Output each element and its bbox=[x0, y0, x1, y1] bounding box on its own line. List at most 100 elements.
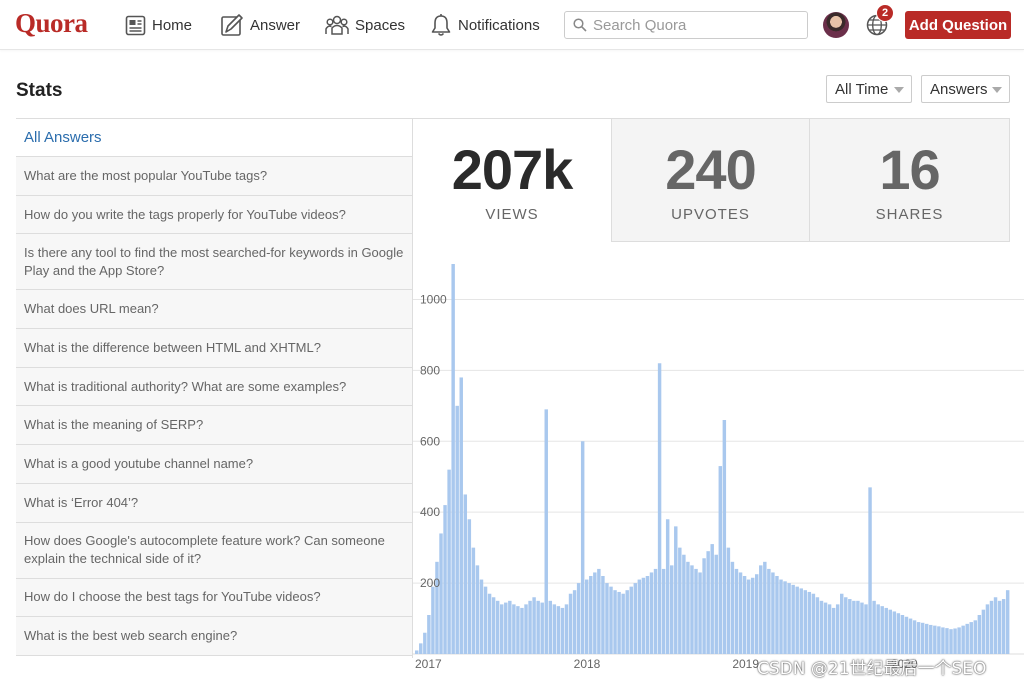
chart-y-tick-label: 1000 bbox=[420, 292, 447, 306]
chart-bar bbox=[884, 607, 888, 654]
chart-bar bbox=[649, 572, 654, 654]
chevron-down-icon bbox=[992, 87, 1002, 93]
chart-bar bbox=[993, 597, 998, 654]
list-item[interactable]: What is the best web search engine? bbox=[16, 617, 412, 656]
shares-stat-tab[interactable]: 16 SHARES bbox=[810, 118, 1010, 242]
list-item[interactable]: What does URL mean? bbox=[16, 290, 412, 330]
nav-spaces[interactable]: Spaces bbox=[325, 12, 405, 38]
chevron-down-icon bbox=[894, 87, 904, 93]
views-chart: 1000 800 600 400 200 2017 2018 2019 2020 bbox=[413, 264, 1024, 671]
chart-y-ticks: 1000 800 600 400 200 bbox=[420, 292, 447, 590]
list-item[interactable]: What is the difference between HTML and … bbox=[16, 329, 412, 368]
upvotes-count: 240 bbox=[665, 138, 756, 201]
list-item[interactable]: What are the most popular YouTube tags? bbox=[16, 157, 412, 196]
chart-x-tick-label: 2019 bbox=[732, 657, 759, 671]
page-title: Stats bbox=[16, 80, 63, 101]
chart-bar bbox=[945, 628, 949, 654]
shares-label: SHARES bbox=[875, 206, 944, 223]
chart-bar bbox=[495, 600, 500, 654]
chart-gridlines bbox=[413, 298, 1024, 655]
list-item[interactable]: How do you write the tags properly for Y… bbox=[16, 195, 412, 235]
chart-y-tick-label: 200 bbox=[420, 576, 440, 590]
chart-y-tick-label: 600 bbox=[420, 434, 440, 448]
chart-bar bbox=[827, 604, 832, 654]
chart-bar bbox=[548, 600, 553, 654]
chart-bar bbox=[564, 604, 569, 654]
chart-bar bbox=[856, 600, 860, 654]
chart-bar bbox=[961, 625, 965, 654]
views-label: VIEWS bbox=[485, 206, 539, 223]
chart-bar bbox=[694, 568, 698, 654]
chart-bar bbox=[576, 583, 581, 654]
chart-bar bbox=[585, 579, 589, 654]
chart-bar bbox=[524, 604, 528, 654]
chart-bar bbox=[755, 574, 759, 654]
shares-count: 16 bbox=[879, 138, 940, 201]
list-item[interactable]: What is the meaning of SERP? bbox=[16, 406, 412, 446]
chart-bar bbox=[746, 579, 751, 654]
chart-bar bbox=[933, 625, 937, 654]
chart-bar bbox=[500, 604, 504, 654]
chart-bar bbox=[443, 505, 447, 654]
chart-bar bbox=[759, 565, 763, 654]
chart-bar bbox=[572, 590, 577, 654]
chart-bar bbox=[435, 561, 439, 654]
chart-bar bbox=[848, 599, 852, 654]
chart-bar bbox=[528, 600, 532, 654]
add-question-button[interactable]: Add Question bbox=[905, 11, 1011, 39]
views-stat-tab[interactable]: 207k VIEWS bbox=[413, 118, 611, 242]
nav-home[interactable]: Home bbox=[125, 12, 192, 38]
nav-notifications-label: Notifications bbox=[458, 16, 540, 34]
chart-bar bbox=[912, 620, 917, 654]
all-answers-item[interactable]: All Answers bbox=[16, 119, 412, 157]
chart-x-tick-label: 2020 bbox=[891, 657, 918, 671]
chart-bar bbox=[957, 627, 961, 654]
chart-bar bbox=[840, 593, 844, 654]
pencil-icon bbox=[221, 14, 243, 36]
chart-bar bbox=[726, 547, 731, 654]
chart-bar bbox=[767, 568, 771, 654]
chart-bar bbox=[888, 609, 893, 654]
chart-bar bbox=[463, 494, 468, 654]
upvotes-stat-tab[interactable]: 240 UPVOTES bbox=[611, 118, 810, 242]
list-item[interactable]: Is there any tool to find the most searc… bbox=[16, 234, 412, 291]
avatar[interactable] bbox=[823, 12, 849, 38]
type-filter-select[interactable]: Answers bbox=[921, 75, 1010, 103]
chart-bar bbox=[661, 568, 666, 654]
chart-bar bbox=[775, 576, 779, 654]
nav-notifications[interactable]: Notifications bbox=[430, 12, 540, 38]
list-item[interactable]: How do I choose the best tags for YouTub… bbox=[16, 578, 412, 618]
chart-bar bbox=[597, 568, 601, 654]
quora-logo[interactable]: Quora bbox=[15, 8, 88, 38]
chart-bar bbox=[803, 590, 808, 654]
chart-bar bbox=[625, 590, 629, 654]
chart-bar bbox=[657, 363, 662, 654]
search-box[interactable] bbox=[564, 11, 808, 39]
chart-bar bbox=[811, 593, 816, 654]
chart-bar bbox=[641, 577, 646, 654]
chart-bar bbox=[621, 593, 625, 654]
chart-bar bbox=[750, 577, 755, 654]
chart-bar bbox=[459, 377, 463, 654]
home-icon bbox=[125, 15, 146, 35]
nav-answer[interactable]: Answer bbox=[220, 12, 300, 38]
chart-bar bbox=[981, 609, 986, 654]
list-item[interactable]: What is ‘Error 404’? bbox=[16, 483, 412, 523]
time-filter-select[interactable]: All Time bbox=[826, 75, 912, 103]
chart-bar bbox=[718, 466, 723, 654]
chart-bar bbox=[613, 590, 617, 654]
list-item[interactable]: How does Google's autocomplete feature w… bbox=[16, 522, 412, 579]
list-item[interactable]: What is a good youtube channel name? bbox=[16, 445, 412, 484]
chart-bar bbox=[973, 620, 978, 654]
chart-bar bbox=[605, 583, 609, 654]
top-nav: Quora Home Answer Spaces bbox=[0, 0, 1024, 50]
chart-bar bbox=[686, 561, 690, 654]
chart-bar bbox=[742, 576, 747, 654]
spaces-icon bbox=[325, 15, 349, 35]
chart-bar bbox=[787, 583, 791, 654]
list-item[interactable]: What is traditional authority? What are … bbox=[16, 367, 412, 407]
chart-bar bbox=[532, 597, 536, 654]
chart-y-tick-label: 400 bbox=[420, 505, 440, 519]
chart-bars bbox=[415, 264, 1010, 654]
search-input[interactable] bbox=[593, 16, 793, 34]
